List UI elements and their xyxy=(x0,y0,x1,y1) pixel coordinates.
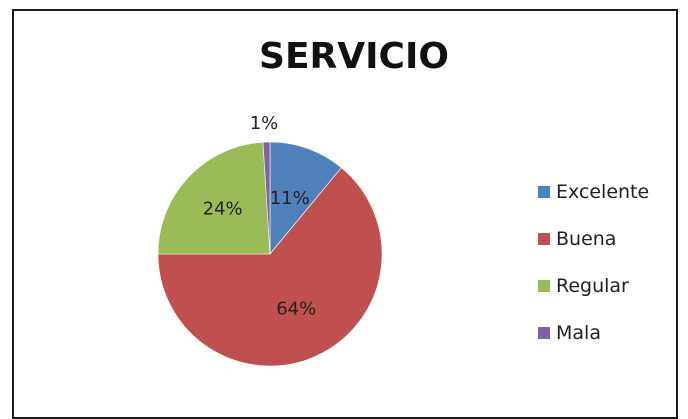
pie-slice-excelente xyxy=(269,141,342,255)
legend-swatch xyxy=(538,185,550,198)
legend-label: Excelente xyxy=(556,180,650,203)
legend-item-buena: Buena xyxy=(538,215,649,262)
chart-legend: Excelente Buena Regular Mala xyxy=(538,168,649,356)
legend-swatch xyxy=(538,232,550,245)
legend-item-regular: Regular xyxy=(538,262,649,309)
legend-label: Mala xyxy=(556,321,601,344)
legend-item-mala: Mala xyxy=(538,309,649,356)
chart-title: SERVICIO xyxy=(259,36,449,77)
legend-swatch xyxy=(538,326,550,339)
data-label-regular: 24% xyxy=(203,199,243,220)
data-label-excelente: 11% xyxy=(270,188,310,209)
pie-slice-buena xyxy=(157,167,383,367)
pie-slice-mala xyxy=(262,141,271,255)
pie-chart: 11% 64% 24% 1% xyxy=(157,113,383,367)
pie-slice-regular xyxy=(157,141,271,255)
data-label-mala: 1% xyxy=(250,113,279,134)
legend-item-excelente: Excelente xyxy=(538,168,649,215)
legend-swatch xyxy=(538,279,550,292)
legend-label: Buena xyxy=(556,227,617,250)
legend-label: Regular xyxy=(556,274,629,297)
data-label-buena: 64% xyxy=(276,299,316,320)
